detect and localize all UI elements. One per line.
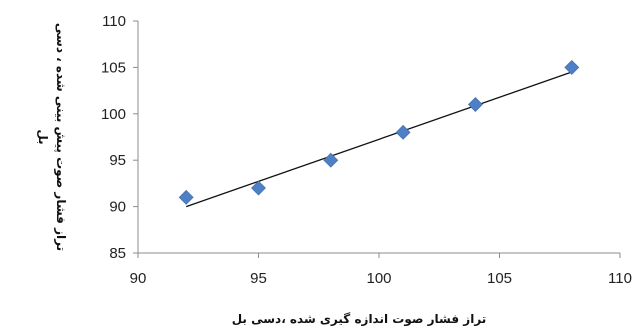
x-tick-label: 110 xyxy=(608,270,632,287)
data-point xyxy=(467,97,483,112)
x-tick-label: 90 xyxy=(130,270,147,287)
y-axis-title-line: بل xyxy=(36,129,50,144)
y-axis-title-line: تراز فشار صوت پیش بینی شده ، دسی xyxy=(53,23,68,251)
x-axis-title: تراز فشار صوت اندازه گیری شده ،دسی بل xyxy=(232,312,487,327)
axes xyxy=(137,21,620,254)
data-point xyxy=(251,180,266,196)
x-tick-label: 105 xyxy=(487,270,512,287)
data-point xyxy=(323,152,339,168)
y-tick-label: 85 xyxy=(109,245,126,262)
y-tick-label: 90 xyxy=(109,199,126,216)
y-axis-ticks: 85 90 95 100 105 110 xyxy=(101,13,138,262)
x-tick-label: 100 xyxy=(366,270,391,287)
data-point xyxy=(564,59,580,75)
y-tick-label: 105 xyxy=(101,59,126,76)
trendline xyxy=(185,71,573,208)
data-point xyxy=(178,189,194,205)
data-point xyxy=(395,124,411,140)
y-tick-label: 95 xyxy=(109,152,126,169)
x-axis-ticks: 90 95 100 105 110 xyxy=(130,253,632,287)
x-tick-label: 95 xyxy=(250,270,267,287)
y-tick-label: 100 xyxy=(101,106,126,123)
y-tick-label: 110 xyxy=(102,13,126,30)
trendline-group xyxy=(185,71,573,208)
data-points xyxy=(178,59,580,205)
